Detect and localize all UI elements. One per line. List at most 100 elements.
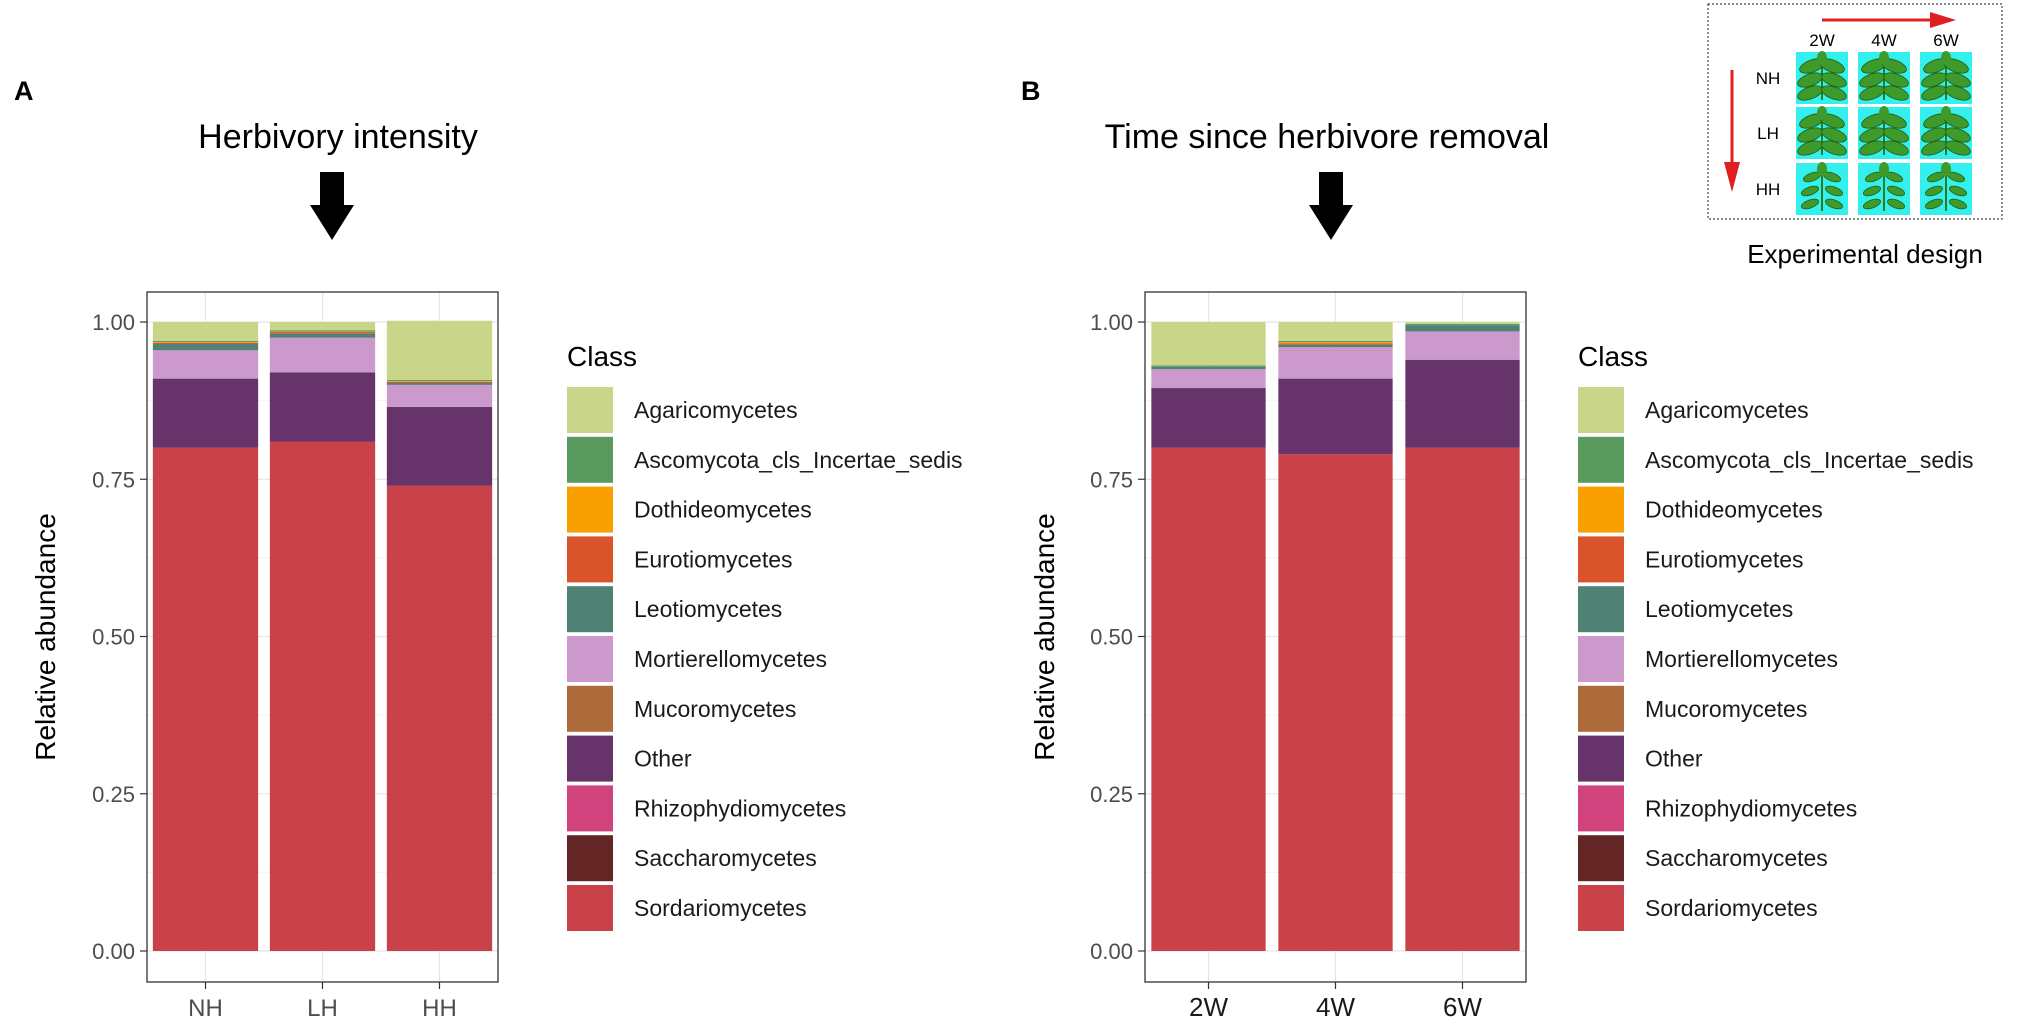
legend-swatch bbox=[1578, 636, 1624, 682]
down-arrow-a-icon bbox=[310, 172, 354, 240]
legend-swatch bbox=[1578, 735, 1624, 782]
bar-segment-leotiomycetes bbox=[1278, 344, 1393, 348]
plant-icon bbox=[1796, 106, 1848, 159]
y-tick-label: 0.25 bbox=[1090, 782, 1133, 807]
legend-swatch bbox=[567, 536, 613, 583]
legend-label: Sordariomycetes bbox=[1645, 895, 1818, 921]
plant-icon bbox=[1920, 51, 1972, 104]
horizontal-arrow-icon bbox=[1822, 12, 1956, 28]
bar-segment-other bbox=[1405, 359, 1520, 448]
bar-segment-sordariomycetes bbox=[1405, 447, 1520, 951]
legend-swatch bbox=[1578, 685, 1624, 732]
legend-swatch bbox=[567, 885, 613, 931]
x-tick-label: 2W bbox=[1189, 992, 1228, 1021]
bar-segment-sordariomycetes bbox=[1278, 454, 1393, 951]
legend-swatch bbox=[1578, 436, 1624, 483]
bar-segment-sordariomycetes bbox=[269, 441, 376, 951]
bar-segment-dothideomycetes bbox=[1278, 342, 1393, 344]
bar-segment-mortierellomycetes bbox=[386, 384, 493, 407]
bar-segment-mortierellomycetes bbox=[1151, 369, 1266, 389]
inset-row-label: HH bbox=[1756, 180, 1781, 199]
inset-row-label: NH bbox=[1756, 69, 1781, 88]
legend-swatch bbox=[567, 835, 613, 882]
x-tick-label: HH bbox=[422, 995, 457, 1021]
legend-swatch bbox=[567, 387, 613, 433]
bar-segment-sordariomycetes bbox=[1151, 447, 1266, 951]
x-tick-label: 4W bbox=[1316, 992, 1355, 1021]
bar-segment-agaricomycetes bbox=[1405, 322, 1520, 324]
x-tick-label: LH bbox=[307, 995, 338, 1021]
bar-segment-dothideomycetes bbox=[386, 381, 493, 382]
legend-label: Saccharomycetes bbox=[1645, 845, 1828, 871]
plant-icon bbox=[1920, 162, 1972, 215]
legend-label: Ascomycota_cls_Incertae_sedis bbox=[634, 447, 963, 473]
legend-swatch bbox=[567, 436, 613, 483]
y-axis-title: Relative abundance bbox=[1029, 513, 1060, 761]
legend-swatch bbox=[567, 586, 613, 633]
bar-segment-leotiomycetes bbox=[386, 383, 493, 385]
legend-b: Class Agaricomycetes Ascomycota_cls_Incert… bbox=[1578, 341, 1974, 931]
inset-row-label: LH bbox=[1757, 124, 1779, 143]
bar-segment-sordariomycetes bbox=[386, 485, 493, 951]
legend-swatch bbox=[567, 785, 613, 832]
bar-segment-other bbox=[1151, 388, 1266, 448]
y-tick-label: 0.50 bbox=[1090, 625, 1133, 650]
bar-segment-mortierellomycetes bbox=[1278, 347, 1393, 379]
y-tick-label: 0.00 bbox=[92, 939, 135, 964]
legend-swatch bbox=[567, 685, 613, 732]
bar-segment-ascomycota-cls-incertae-sedis bbox=[1151, 365, 1266, 367]
legend-label: Eurotiomycetes bbox=[1645, 546, 1804, 572]
inset-column-label: 2W bbox=[1809, 31, 1835, 50]
y-tick-label: 0.00 bbox=[1090, 939, 1133, 964]
bar-segment-mortierellomycetes bbox=[152, 350, 259, 379]
vertical-arrow-icon bbox=[1724, 70, 1740, 192]
bar-segment-agaricomycetes bbox=[269, 322, 376, 331]
legend-swatch bbox=[567, 735, 613, 782]
legend-swatch bbox=[1578, 785, 1624, 832]
bar-segment-ascomycota-cls-incertae-sedis bbox=[152, 340, 259, 343]
legend-label: Sordariomycetes bbox=[634, 895, 807, 921]
legend-swatch bbox=[1578, 387, 1624, 433]
plant-icon bbox=[1858, 162, 1910, 215]
plot-a: 0.00 0.25 0.50 0.75 1.00 NH LH HH Relative abund… bbox=[30, 291, 499, 1021]
legend-label: Eurotiomycetes bbox=[634, 546, 793, 572]
y-tick-label: 0.25 bbox=[92, 782, 135, 807]
bar-segment-dothideomycetes bbox=[152, 342, 259, 343]
legend-label: Rhizophydiomycetes bbox=[634, 795, 846, 821]
down-arrow-b-icon bbox=[1309, 172, 1353, 240]
plant-icon bbox=[1796, 51, 1848, 104]
legend-label: Agaricomycetes bbox=[1645, 397, 1809, 423]
plant-icon bbox=[1858, 106, 1910, 159]
legend-label: Leotiomycetes bbox=[1645, 596, 1793, 622]
bar-segment-agaricomycetes bbox=[152, 322, 259, 341]
y-tick-label: 1.00 bbox=[1090, 310, 1133, 335]
y-tick-label: 0.75 bbox=[92, 467, 135, 492]
bar-segment-other bbox=[386, 406, 493, 486]
legend-label: Dothideomycetes bbox=[634, 497, 812, 523]
inset-column-label: 4W bbox=[1871, 31, 1897, 50]
legend-swatch bbox=[567, 486, 613, 533]
legend-label: Saccharomycetes bbox=[634, 845, 817, 871]
legend-swatch bbox=[1578, 586, 1624, 633]
bar-segment-other bbox=[269, 372, 376, 442]
inset-caption: Experimental design bbox=[1747, 239, 1983, 269]
legend-label: Ascomycota_cls_Incertae_sedis bbox=[1645, 447, 1974, 473]
legend-swatch bbox=[567, 636, 613, 682]
legend-label: Rhizophydiomycetes bbox=[1645, 795, 1857, 821]
legend-label: Mucoromycetes bbox=[1645, 696, 1807, 722]
bar-segment-agaricomycetes bbox=[386, 320, 493, 380]
bar-segment-ascomycota-cls-incertae-sedis bbox=[269, 330, 376, 332]
legend-title: Class bbox=[567, 341, 637, 372]
legend-a: Class Agaricomycetes Ascomycota_cls_Incert… bbox=[567, 341, 963, 931]
legend-swatch bbox=[1578, 835, 1624, 882]
legend-label: Leotiomycetes bbox=[634, 596, 782, 622]
legend-label: Mortierellomycetes bbox=[1645, 646, 1838, 672]
x-tick-label: NH bbox=[188, 995, 223, 1021]
y-tick-label: 0.75 bbox=[1090, 467, 1133, 492]
plant-icon bbox=[1920, 106, 1972, 159]
bar-segment-ascomycota-cls-incertae-sedis bbox=[386, 379, 493, 382]
bar-segment-eurotiomycetes bbox=[269, 332, 376, 334]
bar-segment-other bbox=[152, 378, 259, 448]
plant-icon bbox=[1858, 51, 1910, 104]
experimental-design-inset: 2W 4W 6W NH LH HH Experimental design bbox=[1707, 3, 2003, 269]
